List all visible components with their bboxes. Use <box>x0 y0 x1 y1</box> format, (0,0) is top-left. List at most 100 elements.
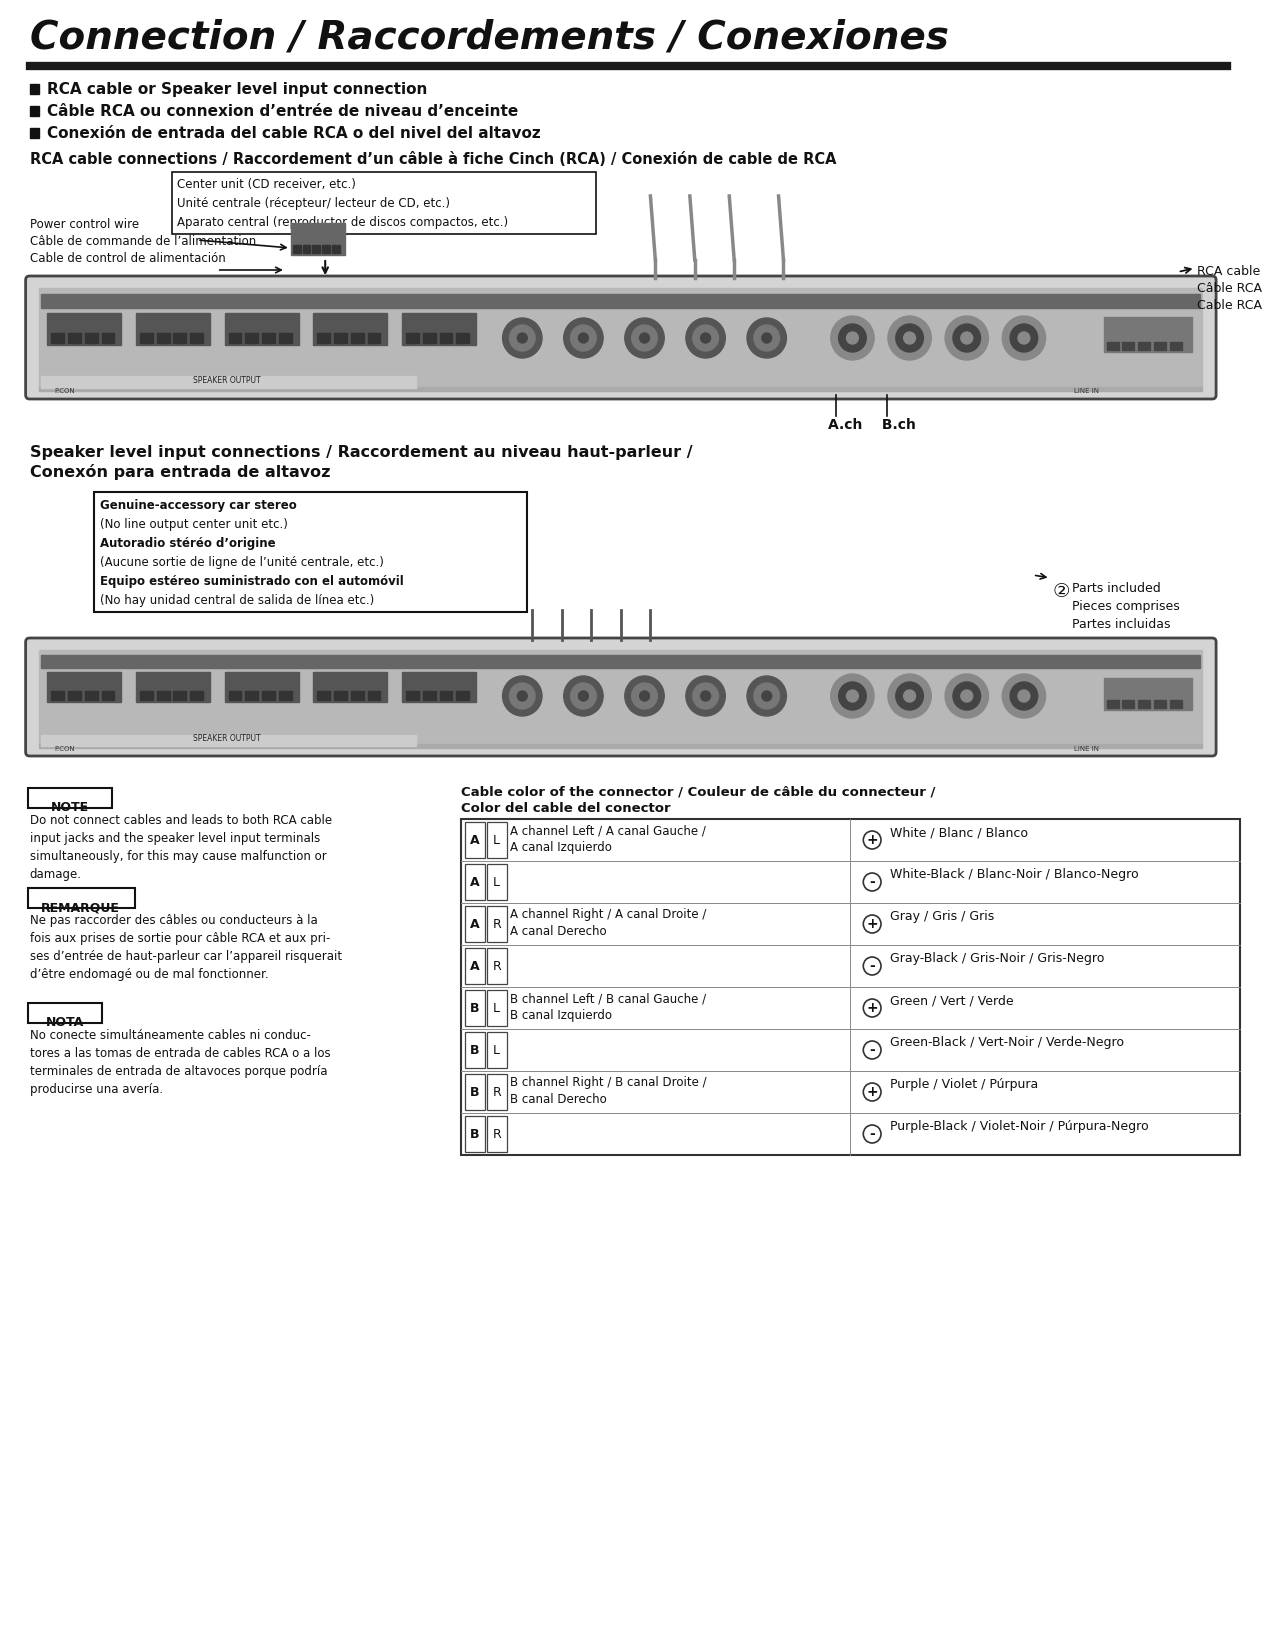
Circle shape <box>701 334 710 343</box>
Text: -: - <box>870 875 875 888</box>
Bar <box>263 334 275 343</box>
Circle shape <box>896 324 923 352</box>
Circle shape <box>887 674 931 718</box>
FancyBboxPatch shape <box>26 276 1216 400</box>
FancyBboxPatch shape <box>28 888 135 908</box>
Bar <box>245 334 259 343</box>
Text: Purple-Black / Violet-Noir / Púrpura-Negro: Purple-Black / Violet-Noir / Púrpura-Neg… <box>890 1119 1149 1133</box>
Text: P.CON: P.CON <box>55 388 75 395</box>
Text: Unité centrale (récepteur/ lecteur de CD, etc.): Unité centrale (récepteur/ lecteur de CD… <box>177 196 450 210</box>
Text: Purple / Violet / Púrpura: Purple / Violet / Púrpura <box>890 1078 1038 1091</box>
Circle shape <box>863 1124 881 1142</box>
Bar <box>405 334 418 343</box>
Bar <box>228 334 241 343</box>
Circle shape <box>518 334 528 343</box>
Circle shape <box>571 684 597 708</box>
Text: +: + <box>866 916 878 931</box>
Circle shape <box>952 682 980 710</box>
Circle shape <box>839 324 866 352</box>
Text: SPEAKER OUTPUT: SPEAKER OUTPUT <box>193 376 260 385</box>
Circle shape <box>831 315 875 360</box>
Circle shape <box>863 830 881 849</box>
Circle shape <box>692 325 718 352</box>
Circle shape <box>1017 690 1030 702</box>
Circle shape <box>839 682 866 710</box>
FancyBboxPatch shape <box>26 637 1216 756</box>
Bar <box>1104 317 1192 352</box>
Circle shape <box>1010 324 1038 352</box>
Text: L: L <box>493 1002 500 1014</box>
Bar <box>465 1116 484 1152</box>
Bar <box>40 745 1202 748</box>
Text: Parts included
Pieces comprises
Partes incluidas: Parts included Pieces comprises Partes i… <box>1072 583 1179 631</box>
Circle shape <box>1017 332 1030 343</box>
Bar <box>190 692 203 700</box>
Text: Aparato central (reproductor de discos compactos, etc.): Aparato central (reproductor de discos c… <box>177 216 509 229</box>
Bar <box>263 692 275 700</box>
Text: No conecte simultáneamente cables ni conduc-
tores a las tomas de entrada de cab: No conecte simultáneamente cables ni con… <box>29 1029 330 1096</box>
Circle shape <box>686 319 725 358</box>
Bar <box>487 991 506 1025</box>
Bar <box>351 692 363 700</box>
Bar <box>293 244 301 253</box>
Text: A channel Right / A canal Droite /
A canal Derecho: A channel Right / A canal Droite / A can… <box>510 908 706 938</box>
Text: White / Blanc / Blanco: White / Blanc / Blanco <box>890 826 1028 839</box>
Text: L: L <box>493 875 500 888</box>
Text: Equipo estéreo suministrado con el automóvil: Equipo estéreo suministrado con el autom… <box>99 575 403 588</box>
Circle shape <box>631 325 658 352</box>
Bar <box>317 692 330 700</box>
Bar <box>1107 700 1118 708</box>
Text: White-Black / Blanc-Noir / Blanco-Negro: White-Black / Blanc-Noir / Blanco-Negro <box>890 868 1139 882</box>
Text: RCA cable
Câble RCA
Cable RCA: RCA cable Câble RCA Cable RCA <box>1197 266 1262 312</box>
Bar <box>224 314 298 345</box>
Bar <box>462 819 1239 1156</box>
Bar <box>302 244 310 253</box>
FancyBboxPatch shape <box>93 492 528 613</box>
Text: (No hay unidad central de salida de línea etc.): (No hay unidad central de salida de líne… <box>99 594 374 608</box>
Text: Center unit (CD receiver, etc.): Center unit (CD receiver, etc.) <box>177 178 356 192</box>
Bar <box>317 334 330 343</box>
Bar <box>173 692 186 700</box>
Text: Power control wire
Câble de commande de l’alimentation
Cable de control de alime: Power control wire Câble de commande de … <box>29 218 256 266</box>
Text: A channel Left / A canal Gauche /
A canal Izquierdo: A channel Left / A canal Gauche / A cana… <box>510 824 706 854</box>
FancyBboxPatch shape <box>28 1004 102 1024</box>
Circle shape <box>625 319 664 358</box>
Text: Gray-Black / Gris-Noir / Gris-Negro: Gray-Black / Gris-Noir / Gris-Negro <box>890 953 1104 964</box>
Bar <box>487 1075 506 1109</box>
Text: NOTE: NOTE <box>51 801 89 814</box>
Circle shape <box>847 332 858 343</box>
Text: A: A <box>470 918 479 931</box>
Text: +: + <box>866 1001 878 1015</box>
Circle shape <box>961 690 973 702</box>
Bar <box>487 863 506 900</box>
Bar <box>41 376 416 388</box>
Bar <box>465 991 484 1025</box>
Bar <box>41 655 1200 669</box>
Bar <box>245 692 259 700</box>
Bar <box>1107 342 1118 350</box>
Text: RCA cable connections / Raccordement d’un câble à fiche Cinch (RCA) / Conexión d: RCA cable connections / Raccordement d’u… <box>29 152 836 167</box>
Circle shape <box>754 684 779 708</box>
Text: REMARQUE: REMARQUE <box>41 901 120 915</box>
Bar <box>367 334 380 343</box>
Circle shape <box>625 675 664 717</box>
Bar <box>402 672 476 702</box>
Bar <box>157 692 170 700</box>
Text: Autoradio stéréo d’origine: Autoradio stéréo d’origine <box>99 537 275 550</box>
Circle shape <box>1002 315 1046 360</box>
Bar <box>323 244 330 253</box>
Circle shape <box>502 319 542 358</box>
Circle shape <box>945 315 988 360</box>
Bar <box>228 692 241 700</box>
Bar <box>487 906 506 943</box>
Circle shape <box>863 873 881 892</box>
Bar <box>334 334 347 343</box>
Text: R: R <box>492 1128 501 1141</box>
Bar <box>1169 342 1182 350</box>
Bar <box>487 822 506 859</box>
Bar <box>102 334 115 343</box>
Text: R: R <box>492 1085 501 1098</box>
Bar <box>140 692 153 700</box>
Bar <box>68 692 80 700</box>
Circle shape <box>747 319 787 358</box>
